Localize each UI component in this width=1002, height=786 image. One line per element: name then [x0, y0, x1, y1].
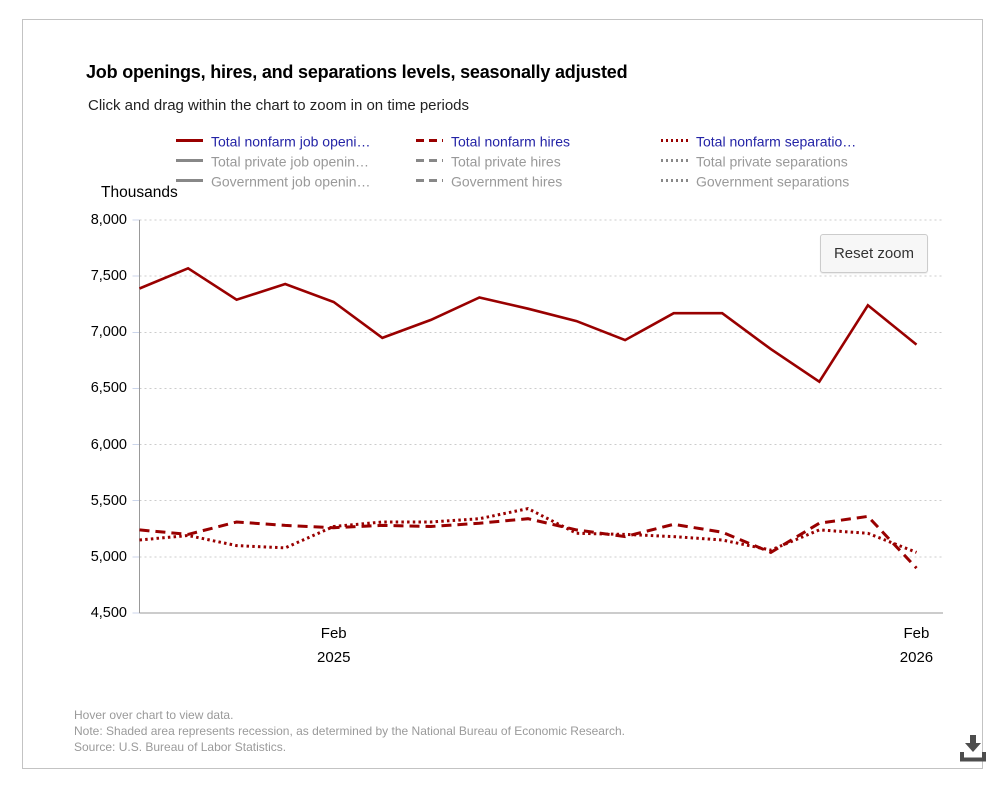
- footer-source: Source: U.S. Bureau of Labor Statistics.: [74, 740, 287, 754]
- legend-item-government-hires[interactable]: Government hires: [416, 170, 570, 190]
- chart-legend: Total nonfarm job openi… Total private jo…: [23, 130, 1002, 194]
- legend-item-label: Government job openin…: [211, 173, 371, 190]
- solid-line-sample-icon: [176, 158, 203, 162]
- legend-item-total-nonfarm-hires[interactable]: Total nonfarm hires: [416, 130, 570, 150]
- dash-line-sample-icon: [416, 178, 443, 182]
- download-icon: [960, 735, 986, 762]
- x-axis-tick-year: 2026: [899, 649, 934, 666]
- dash-line-sample-icon: [416, 138, 443, 142]
- y-axis-tick-label: 8,000: [90, 212, 127, 228]
- dot-line-sample-icon: [661, 138, 688, 142]
- y-axis-tick-label: 7,500: [90, 268, 127, 285]
- chart-footer: Hover over chart to view data. Note: Sha…: [74, 709, 625, 757]
- legend-column: Total nonfarm job openi… Total private jo…: [176, 130, 371, 190]
- legend-item-total-private-separations[interactable]: Total private separations: [661, 150, 856, 170]
- chart-plot-area[interactable]: [131, 218, 947, 620]
- reset-zoom-button[interactable]: Reset zoom: [820, 234, 928, 273]
- legend-item-label: Total private job openin…: [211, 153, 369, 170]
- solid-line-sample-icon: [176, 178, 203, 182]
- dot-line-sample-icon: [661, 178, 688, 182]
- x-axis-tick-month: Feb: [903, 625, 930, 642]
- y-axis-tick-label: 7,000: [90, 324, 127, 341]
- legend-item-total-private-job-openings[interactable]: Total private job openin…: [176, 150, 371, 170]
- y-axis-tick-label: 6,500: [90, 380, 127, 397]
- page-title: Job openings, hires, and separations lev…: [86, 62, 628, 82]
- series-line-total-nonfarm-job-openings: [139, 266, 918, 384]
- x-axis-tick-year: 2025: [317, 649, 351, 666]
- legend-item-government-separations[interactable]: Government separations: [661, 170, 856, 190]
- legend-item-total-nonfarm-job-openings[interactable]: Total nonfarm job openi…: [176, 130, 371, 150]
- legend-item-label: Total nonfarm separatio…: [696, 133, 857, 150]
- legend-item-total-private-hires[interactable]: Total private hires: [416, 150, 570, 170]
- solid-line-sample-icon: [176, 138, 203, 142]
- y-axis-title: Thousands: [101, 184, 178, 201]
- legend-item-label: Total private hires: [451, 153, 561, 170]
- series-line-total-nonfarm-hires: [139, 514, 918, 570]
- legend-item-label: Total private separations: [696, 153, 848, 170]
- y-axis-tick-label: 4,500: [90, 605, 127, 621]
- x-axis-tick-month: Feb: [320, 625, 347, 642]
- y-axis-tick-label: 5,000: [90, 548, 127, 565]
- y-axis-tick-label: 5,500: [90, 492, 127, 509]
- chart-card: Job openings, hires, and separations lev…: [22, 19, 986, 769]
- download-button[interactable]: [953, 728, 993, 770]
- legend-item-total-nonfarm-separations[interactable]: Total nonfarm separatio…: [661, 130, 856, 150]
- legend-item-label: Government separations: [696, 173, 850, 190]
- legend-column: Total nonfarm separatio… Total private se…: [661, 130, 856, 190]
- legend-item-label: Total nonfarm hires: [451, 133, 571, 150]
- legend-column: Total nonfarm hires Total private hires Go…: [416, 130, 570, 190]
- footer-hover-note: Hover over chart to view data.: [74, 708, 234, 722]
- series-line-total-nonfarm-separations: [139, 507, 918, 554]
- y-axis-tick-label: 6,000: [90, 436, 127, 453]
- legend-item-label: Total nonfarm job openi…: [211, 133, 371, 150]
- dot-line-sample-icon: [661, 158, 688, 162]
- legend-item-label: Government hires: [451, 173, 563, 190]
- dash-line-sample-icon: [416, 158, 443, 162]
- footer-recession-note: Note: Shaded area represents recession, …: [74, 724, 625, 738]
- legend-item-government-job-openings[interactable]: Government job openin…: [176, 170, 371, 190]
- chart-subtitle: Click and drag within the chart to zoom …: [88, 97, 470, 114]
